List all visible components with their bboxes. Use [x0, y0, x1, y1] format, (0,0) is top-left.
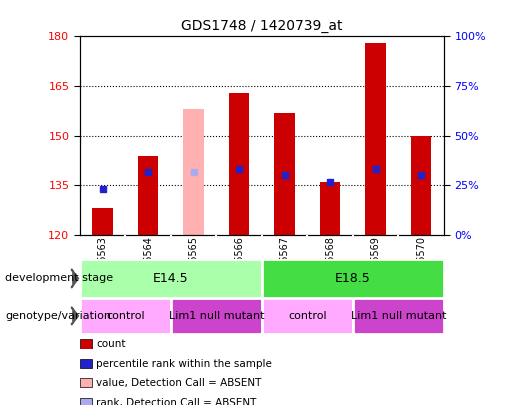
- Text: GSM96568: GSM96568: [325, 236, 335, 289]
- Bar: [80, 298, 171, 334]
- Text: genotype/variation: genotype/variation: [5, 311, 111, 321]
- Bar: [80, 259, 262, 298]
- Text: count: count: [96, 339, 126, 349]
- Bar: [411, 136, 432, 235]
- Text: control: control: [288, 311, 327, 321]
- Bar: [320, 182, 340, 235]
- Text: E14.5: E14.5: [153, 272, 188, 285]
- Bar: [262, 298, 353, 334]
- Title: GDS1748 / 1420739_at: GDS1748 / 1420739_at: [181, 19, 342, 33]
- Bar: [262, 259, 444, 298]
- Text: percentile rank within the sample: percentile rank within the sample: [96, 359, 272, 369]
- Text: control: control: [106, 311, 145, 321]
- Bar: [171, 298, 262, 334]
- Bar: [92, 209, 113, 235]
- Text: GSM96564: GSM96564: [143, 236, 153, 289]
- Bar: [138, 156, 158, 235]
- Text: GSM96569: GSM96569: [371, 236, 381, 289]
- Text: Lim1 null mutant: Lim1 null mutant: [351, 311, 446, 321]
- Text: rank, Detection Call = ABSENT: rank, Detection Call = ABSENT: [96, 398, 256, 405]
- Text: GSM96565: GSM96565: [188, 236, 199, 289]
- Text: Lim1 null mutant: Lim1 null mutant: [168, 311, 264, 321]
- Bar: [353, 298, 444, 334]
- Text: E18.5: E18.5: [335, 272, 371, 285]
- Bar: [366, 43, 386, 235]
- Text: value, Detection Call = ABSENT: value, Detection Call = ABSENT: [96, 378, 262, 388]
- Text: development stage: development stage: [5, 273, 113, 283]
- Bar: [274, 113, 295, 235]
- Bar: [183, 109, 204, 235]
- Text: GSM96563: GSM96563: [97, 236, 108, 289]
- FancyArrow shape: [72, 307, 78, 325]
- Text: GSM96570: GSM96570: [416, 236, 426, 289]
- Text: GSM96567: GSM96567: [280, 236, 289, 289]
- Bar: [229, 93, 249, 235]
- FancyArrow shape: [72, 269, 78, 288]
- Text: GSM96566: GSM96566: [234, 236, 244, 289]
